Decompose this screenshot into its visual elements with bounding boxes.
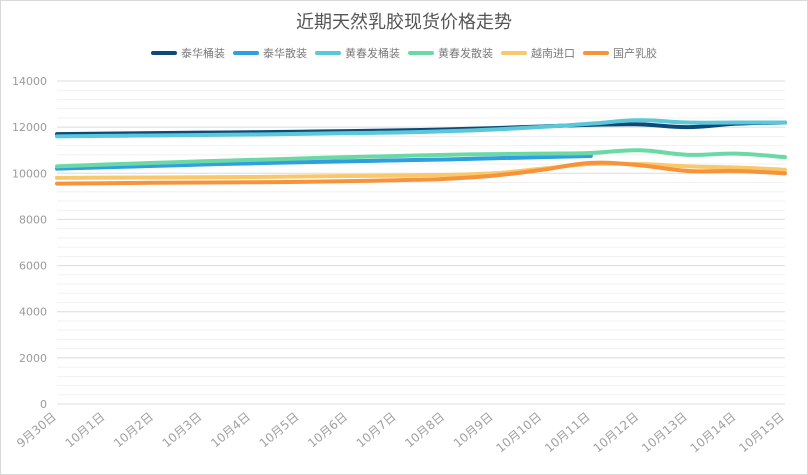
y-tick-label: 8000: [19, 213, 47, 226]
x-tick-label: 10月3日: [160, 410, 205, 451]
x-tick-label: 10月12日: [591, 410, 642, 456]
x-tick-label: 10月8日: [402, 410, 447, 451]
x-tick-label: 10月7日: [354, 410, 399, 451]
x-tick-label: 10月11日: [542, 410, 593, 456]
x-tick-label: 10月5日: [257, 410, 302, 451]
x-tick-label: 10月6日: [305, 410, 350, 451]
y-tick-label: 0: [40, 398, 47, 411]
x-tick-label: 10月2日: [111, 410, 156, 451]
x-tick-label: 9月30日: [14, 410, 59, 451]
y-tick-label: 12000: [12, 121, 47, 134]
x-tick-label: 10月14日: [688, 410, 739, 456]
x-axis-labels: 9月30日 10月1日 10月2日 10月3日 10月4日 10月5日 10月6日 10月7日…: [14, 410, 787, 456]
chart-plot-area: 020004000600080001000012000140009月30日 10月…: [0, 0, 808, 475]
x-tick-label: 10月15日: [736, 410, 787, 456]
x-tick-label: 10月13日: [639, 410, 690, 456]
x-tick-label: 10月1日: [63, 410, 108, 451]
x-tick-label: 10月9日: [451, 410, 496, 451]
y-tick-label: 4000: [19, 306, 47, 319]
x-tick-label: 10月4日: [208, 410, 253, 451]
y-tick-label: 2000: [19, 352, 47, 365]
y-tick-label: 6000: [19, 260, 47, 273]
series-lines: [57, 120, 785, 183]
y-tick-label: 14000: [12, 75, 47, 88]
y-tick-label: 10000: [12, 167, 47, 180]
x-tick-label: 10月10日: [493, 410, 544, 456]
